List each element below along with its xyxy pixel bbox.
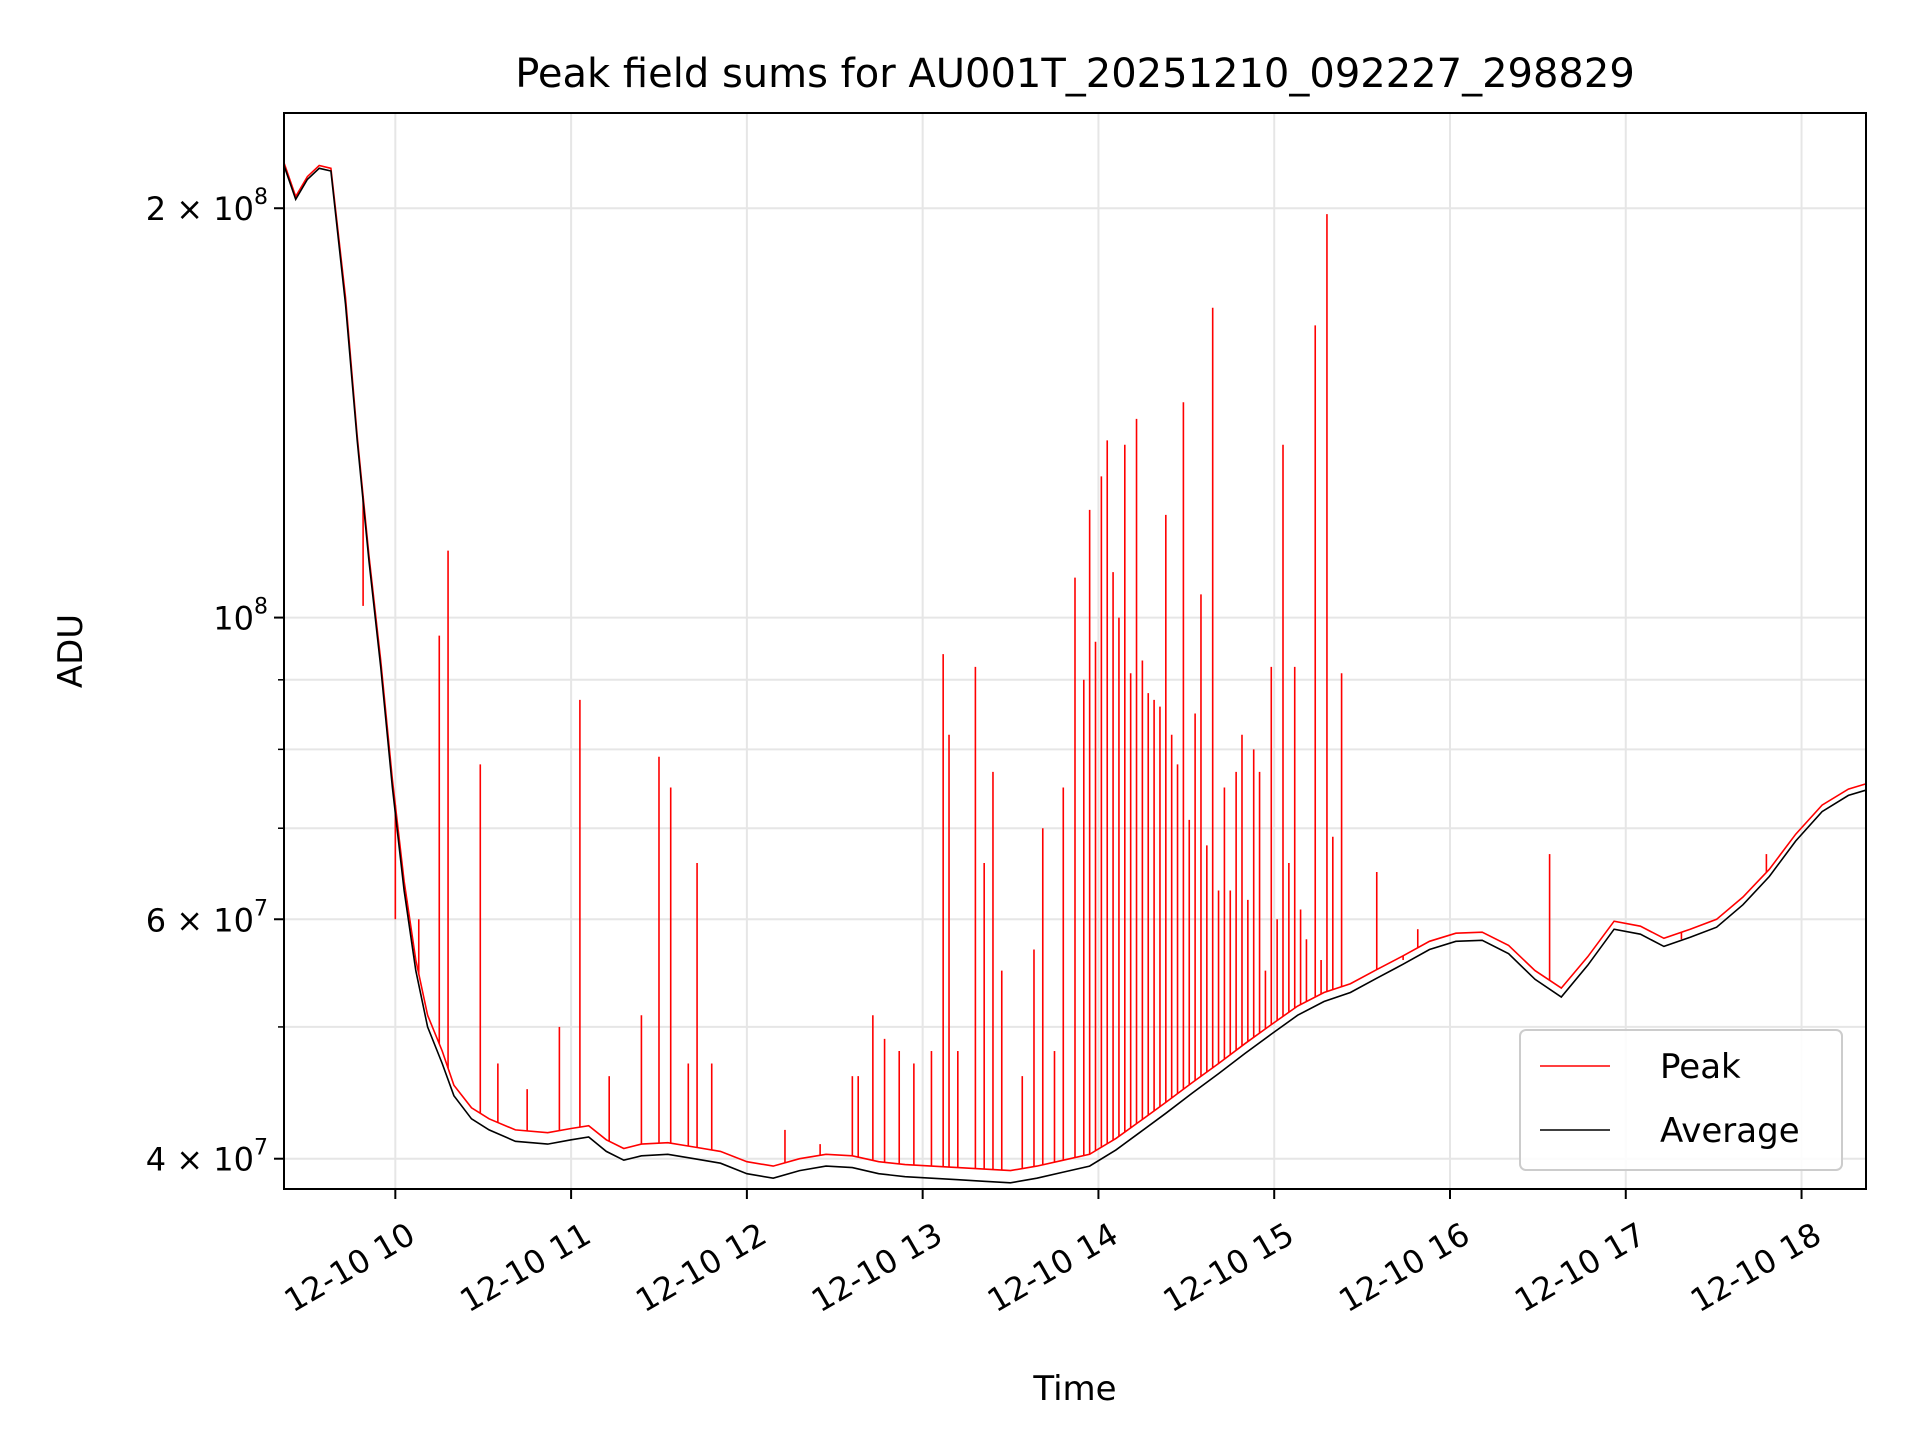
series-line-peak <box>284 162 1866 1172</box>
legend: Peak Average <box>1519 1029 1843 1171</box>
x-axis-label: Time <box>1032 1369 1116 1409</box>
y-tick-label: 108 <box>213 595 268 638</box>
y-tick-label: 6 × 107 <box>146 896 268 939</box>
y-tick-label: 4 × 107 <box>146 1136 268 1179</box>
y-axis-label: ADU <box>51 614 91 688</box>
plot-area <box>284 162 1866 1184</box>
chart-title: Peak field sums for AU001T_20251210_0922… <box>515 51 1635 97</box>
legend-box <box>1519 1029 1843 1171</box>
y-tick-label: 2 × 108 <box>146 185 268 228</box>
series-line-average <box>284 165 1866 1184</box>
legend-label-peak: Peak <box>1660 1047 1741 1087</box>
legend-label-average: Average <box>1660 1111 1800 1151</box>
axes-frame <box>283 112 1867 1190</box>
